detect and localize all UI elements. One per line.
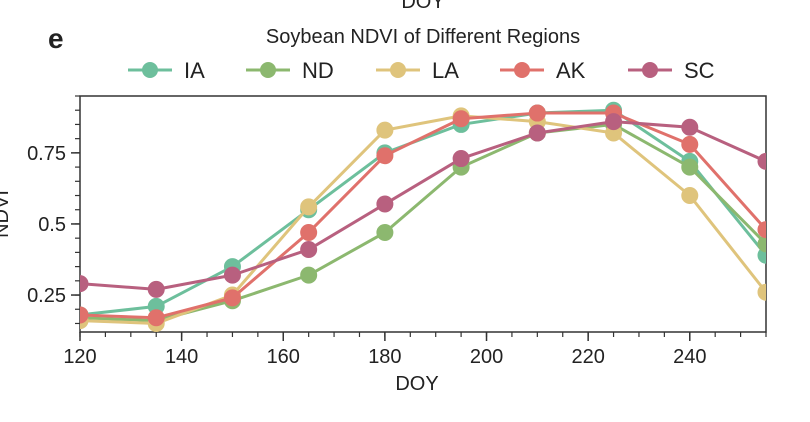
data-point bbox=[147, 309, 165, 327]
data-point bbox=[376, 147, 394, 165]
legend-label: ND bbox=[302, 58, 334, 83]
x-tick-label: 220 bbox=[571, 346, 604, 368]
series-sc bbox=[80, 113, 766, 298]
data-point bbox=[757, 221, 766, 239]
series-la bbox=[80, 107, 766, 332]
series-ak bbox=[80, 104, 766, 327]
data-point bbox=[452, 110, 470, 128]
legend-marker bbox=[642, 62, 658, 78]
legend-marker bbox=[390, 62, 406, 78]
x-tick-label: 180 bbox=[368, 346, 401, 368]
data-point bbox=[376, 121, 394, 139]
x-tick-label: 120 bbox=[63, 346, 96, 368]
data-point bbox=[452, 150, 470, 168]
chart-title: Soybean NDVI of Different Regions bbox=[266, 26, 580, 48]
legend-marker bbox=[514, 62, 530, 78]
data-point bbox=[757, 235, 766, 253]
data-point bbox=[757, 152, 766, 170]
series-layer bbox=[80, 101, 766, 332]
x-tick-label: 240 bbox=[673, 346, 706, 368]
data-point bbox=[528, 104, 546, 122]
y-axis-label: NDVI bbox=[0, 190, 13, 238]
data-point bbox=[300, 241, 318, 259]
data-point bbox=[681, 187, 699, 205]
data-point bbox=[80, 275, 89, 293]
legend-label: IA bbox=[184, 58, 205, 83]
legend-label: AK bbox=[556, 58, 586, 83]
data-point bbox=[300, 198, 318, 216]
legend-item-ia: IA bbox=[128, 58, 205, 83]
series-line bbox=[80, 111, 766, 320]
plot-area bbox=[79, 95, 767, 333]
x-axis: 120 140 160 180 200 220 240 bbox=[63, 332, 767, 368]
legend-label: LA bbox=[432, 58, 459, 83]
legend-marker bbox=[142, 62, 158, 78]
y-axis: 0.25 0.5 0.75 bbox=[27, 95, 80, 325]
data-point bbox=[80, 306, 89, 324]
legend-item-la: LA bbox=[376, 58, 459, 83]
data-point bbox=[605, 113, 623, 131]
data-point bbox=[300, 223, 318, 241]
legend-item-ak: AK bbox=[500, 58, 586, 83]
y-tick-label: 0.5 bbox=[38, 214, 66, 236]
legend-item-nd: ND bbox=[246, 58, 334, 83]
x-tick-label: 200 bbox=[470, 346, 503, 368]
data-point bbox=[757, 283, 766, 301]
x-tick-label: 160 bbox=[267, 346, 300, 368]
panel-label: e bbox=[48, 23, 64, 54]
legend-label: SC bbox=[684, 58, 715, 83]
legend-item-sc: SC bbox=[628, 58, 715, 83]
cut-off-axis-label: DOY bbox=[401, 0, 444, 13]
y-tick-label: 0.75 bbox=[27, 143, 66, 165]
data-point bbox=[300, 266, 318, 284]
y-tick-label: 0.25 bbox=[27, 285, 66, 307]
data-point bbox=[681, 135, 699, 153]
data-point bbox=[223, 289, 241, 307]
legend-marker bbox=[260, 62, 276, 78]
chart-legend: IA ND LA AK SC bbox=[128, 58, 715, 83]
data-point bbox=[376, 223, 394, 241]
x-tick-label: 140 bbox=[165, 346, 198, 368]
data-point bbox=[528, 124, 546, 142]
x-axis-label: DOY bbox=[395, 373, 438, 395]
data-point bbox=[681, 118, 699, 136]
data-point bbox=[147, 280, 165, 298]
data-point bbox=[223, 266, 241, 284]
data-point bbox=[376, 195, 394, 213]
series-line bbox=[80, 120, 766, 291]
data-point bbox=[681, 158, 699, 176]
